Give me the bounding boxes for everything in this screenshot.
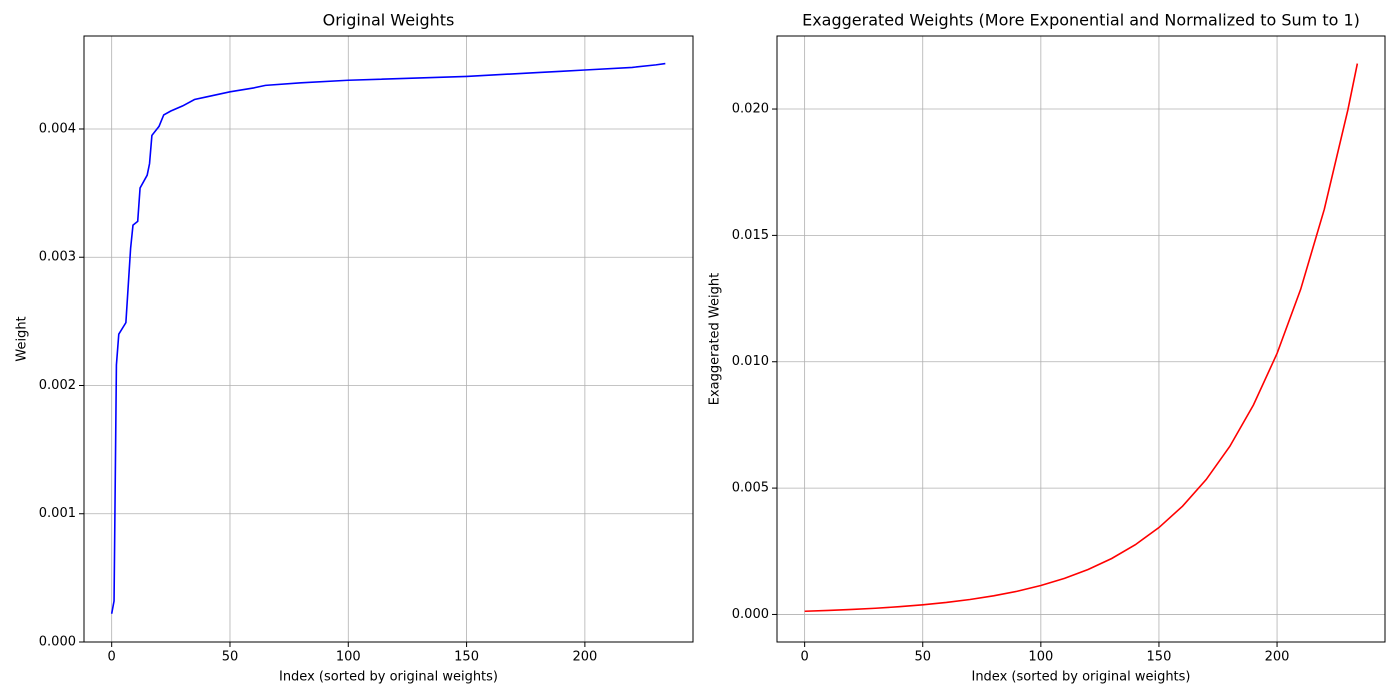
chart: 0 50 100 150 200 0.000 0.005 0.010 0.015 0.020 Exa… bbox=[708, 11, 1386, 685]
chart-title: Original Weights bbox=[323, 11, 455, 30]
data-line bbox=[804, 63, 1359, 613]
x-axis-label: Index (sorted by original weights) bbox=[279, 670, 498, 685]
x-tick-label: 200 bbox=[572, 650, 597, 665]
y-tick-label: 0.005 bbox=[732, 481, 769, 496]
x-tick-label: 150 bbox=[1147, 650, 1172, 665]
y-tick-label: 0.010 bbox=[732, 354, 769, 369]
x-tick-label: 50 bbox=[222, 650, 239, 665]
x-tick-label: 50 bbox=[914, 650, 931, 665]
y-tick-label: 0.015 bbox=[732, 228, 769, 243]
data-line bbox=[110, 62, 666, 614]
x-tick-label: 150 bbox=[454, 650, 479, 665]
y-tick-label: 0.001 bbox=[39, 506, 76, 521]
axes-frame bbox=[776, 35, 1386, 643]
x-tick-label: 0 bbox=[800, 650, 808, 665]
x-tick-label: 0 bbox=[108, 650, 116, 665]
x-tick-label: 100 bbox=[336, 650, 361, 665]
chart: 0 50 100 150 200 0.000 0.001 0.002 0.003 0.004 Ori… bbox=[15, 11, 694, 685]
y-tick-label: 0.000 bbox=[732, 607, 769, 622]
axes-frame bbox=[83, 35, 694, 643]
x-tick-label: 100 bbox=[1028, 650, 1053, 665]
y-tick-label: 0.004 bbox=[39, 121, 76, 136]
y-tick-label: 0.003 bbox=[39, 250, 76, 265]
y-axis-label: Weight bbox=[15, 316, 30, 361]
y-axis-label: Exaggerated Weight bbox=[708, 273, 723, 405]
x-tick-label: 200 bbox=[1265, 650, 1290, 665]
y-tick-label: 0.000 bbox=[39, 635, 76, 650]
y-tick-label: 0.020 bbox=[732, 102, 769, 117]
chart-title: Exaggerated Weights (More Exponential an… bbox=[802, 11, 1360, 30]
y-tick-label: 0.002 bbox=[39, 378, 76, 393]
x-axis-label: Index (sorted by original weights) bbox=[971, 670, 1190, 685]
